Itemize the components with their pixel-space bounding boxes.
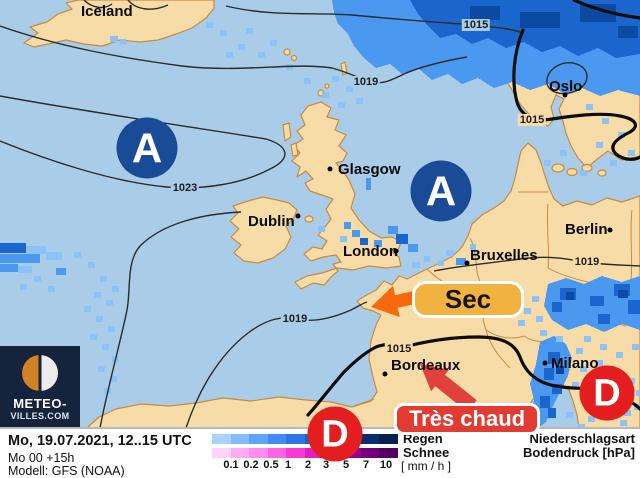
snow-color-scale — [212, 448, 398, 458]
city-dot-milano — [542, 360, 548, 366]
annotation-tres-chaud: Très chaud — [394, 403, 540, 435]
low-pressure-symbol: D — [579, 365, 635, 421]
isobar-label: 1015 — [517, 114, 547, 126]
scale-tick: 1 — [284, 459, 292, 471]
island-hebrides-2 — [290, 142, 299, 157]
city-label-bordeaux: Bordeaux — [391, 357, 461, 374]
city-label-dublin: Dublin — [248, 213, 295, 230]
city-label-oslo: Oslo — [549, 78, 583, 95]
isobar-label: 1023 — [170, 182, 200, 194]
low-pressure-symbol: D — [307, 406, 363, 462]
city-label-london: London — [343, 243, 398, 260]
scale-unit-label: [ mm / h ] — [401, 459, 452, 473]
city-dot-bruxelles — [464, 260, 470, 266]
precipitation-layer — [0, 0, 640, 428]
land-ireland — [229, 196, 298, 264]
scale-tick: 0.2 — [243, 459, 259, 471]
legend-pressure-label: Bodendruck [hPa] — [523, 445, 635, 460]
island-denmark-2 — [566, 167, 578, 177]
logo-sun-icon — [22, 355, 58, 391]
scale-tick: 5 — [342, 459, 350, 471]
legend-precip-type-label: Niederschlagsart — [529, 431, 636, 446]
land-iceland — [23, 0, 215, 48]
isobar-label: 1015 — [384, 343, 414, 355]
logo-text-line1: METEO- — [13, 396, 67, 411]
scale-tick: 3 — [322, 459, 330, 471]
city-label-bruxelles: Bruxelles — [470, 247, 538, 264]
city-dot-berlin — [607, 227, 613, 233]
city-dot-glasgow — [327, 166, 333, 172]
city-label-glasgow: Glasgow — [338, 161, 401, 178]
isobar-label: 1019 — [351, 76, 381, 88]
logo-text-line2: VILLES.COM — [10, 411, 70, 421]
island-denmark-4 — [597, 169, 607, 177]
model-run: Mo 00 +15h — [8, 451, 75, 465]
forecast-datetime: Mo, 19.07.2021, 12..15 UTC — [8, 433, 192, 449]
scale-tick: 0.5 — [263, 459, 279, 471]
high-pressure-symbol: A — [116, 117, 178, 179]
island-faroe-2 — [290, 54, 298, 62]
model-name: Modell: GFS (NOAA) — [8, 464, 125, 478]
island-denmark-1 — [551, 163, 565, 173]
city-dot-london — [393, 248, 399, 254]
city-dot-bordeaux — [382, 371, 388, 377]
city-label-berlin: Berlin — [565, 221, 608, 238]
tres-chaud-arrow — [420, 364, 477, 412]
city-dot-dublin — [295, 213, 301, 219]
island-faroe-1 — [283, 48, 291, 56]
high-pressure-symbol: A — [410, 160, 472, 222]
land-continental-europe — [86, 142, 640, 428]
city-dot-oslo — [562, 92, 568, 98]
isobar-label: 1019 — [280, 313, 310, 325]
annotation-sec: Sec — [412, 281, 524, 318]
isobar-label: 1015 — [461, 19, 491, 31]
snow-scale-label: Schnee — [403, 445, 450, 460]
scale-tick: 7 — [362, 459, 370, 471]
city-label-iceland: Iceland — [81, 3, 133, 20]
island-hebrides-1 — [282, 122, 292, 142]
scale-tick: 2 — [304, 459, 312, 471]
meteo-villes-logo: METEO- VILLES.COM — [0, 346, 80, 427]
island-man — [304, 215, 314, 223]
island-orkney-2 — [324, 83, 330, 89]
scale-tick: 10 — [379, 459, 393, 471]
scale-tick: 0.1 — [223, 459, 239, 471]
city-label-milano: Milano — [551, 355, 599, 372]
rain-color-scale — [212, 434, 398, 444]
land-great-britain — [291, 101, 402, 290]
isobar-label: 1019 — [572, 256, 602, 268]
